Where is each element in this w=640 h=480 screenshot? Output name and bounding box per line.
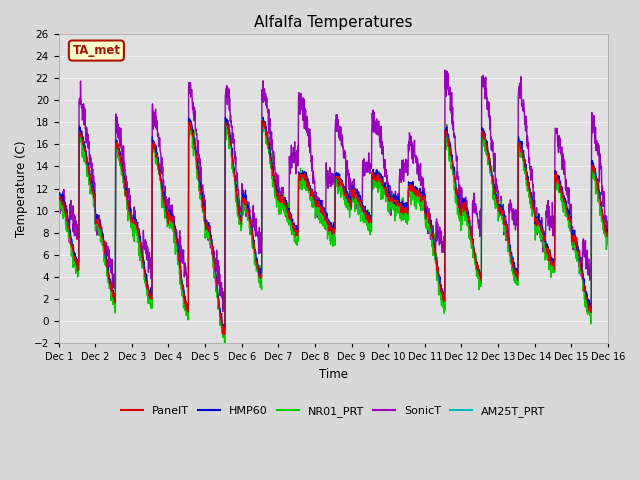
X-axis label: Time: Time	[319, 368, 348, 381]
Legend: PanelT, HMP60, NR01_PRT, SonicT, AM25T_PRT: PanelT, HMP60, NR01_PRT, SonicT, AM25T_P…	[116, 401, 550, 421]
Text: TA_met: TA_met	[72, 44, 120, 57]
Title: Alfalfa Temperatures: Alfalfa Temperatures	[254, 15, 413, 30]
Y-axis label: Temperature (C): Temperature (C)	[15, 140, 28, 237]
